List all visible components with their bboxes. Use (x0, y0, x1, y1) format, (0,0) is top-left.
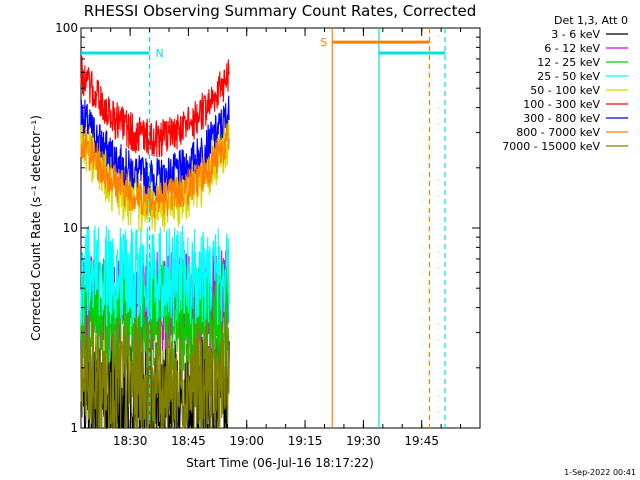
x-tick-label-0: 18:30 (113, 434, 148, 448)
legend-label-5: 50 - 100 keV (530, 84, 600, 97)
annotation-layer: NS (81, 28, 446, 428)
series-layer (80, 55, 230, 430)
x-tick-label-3: 19:15 (288, 434, 323, 448)
legend-label-1: 3 - 6 keV (551, 28, 600, 41)
y-tick-label-0: 1 (70, 421, 78, 435)
x-tick-label-5: 19:45 (404, 434, 439, 448)
annotation-label-1: N (156, 47, 164, 60)
series-line-4 (80, 225, 230, 328)
x-tick-label-4: 19:30 (346, 434, 381, 448)
axis-layer: 18:30 18:45 19:00 19:15 19:30 19:45 1 10 100 (55, 21, 481, 448)
legend-header: Det 1,3, Att 0 (554, 14, 628, 27)
y-tick-label-2: 100 (55, 21, 78, 35)
chart-title: RHESSI Observing Summary Count Rates, Co… (84, 2, 477, 20)
legend-label-8: 800 - 7000 keV (516, 126, 600, 139)
x-axis-label: Start Time (06-Jul-16 18:17:22) (186, 456, 374, 470)
legend-label-3: 12 - 25 keV (537, 56, 600, 69)
series-line-9 (80, 316, 230, 429)
y-axis-label: Corrected Count Rate (s⁻¹ detector⁻¹) (29, 115, 43, 341)
legend-label-9: 7000 - 15000 keV (502, 140, 600, 153)
y-tick-label-1: 10 (63, 221, 78, 235)
x-tick-label-1: 18:45 (171, 434, 206, 448)
x-tick-label-2: 19:00 (229, 434, 264, 448)
legend-label-2: 6 - 12 keV (544, 42, 600, 55)
series-line-8 (80, 123, 230, 220)
legend-label-6: 100 - 300 keV (523, 98, 600, 111)
footer-timestamp: 1-Sep-2022 00:41 (564, 468, 636, 477)
legend-label-7: 300 - 800 keV (523, 112, 600, 125)
annotation-label-3: S (320, 36, 327, 49)
legend-label-4: 25 - 50 keV (537, 70, 600, 83)
series-line-6 (80, 55, 230, 158)
